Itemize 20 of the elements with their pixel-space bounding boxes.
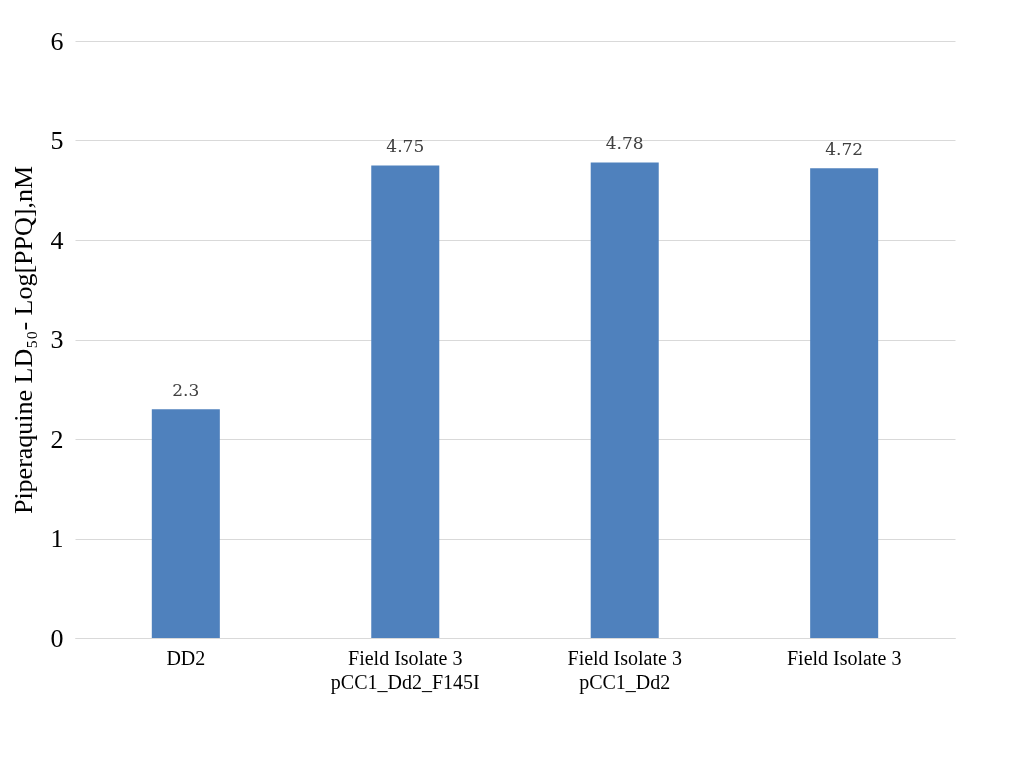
- data-label: 4.78: [605, 133, 644, 154]
- y-tick-label: 2: [50, 424, 64, 454]
- x-tick-label: Field Isolate 3: [786, 646, 902, 669]
- data-label: 2.3: [172, 380, 200, 401]
- bar: [151, 409, 220, 638]
- y-tick-label: 5: [50, 126, 64, 155]
- y-axis-title: Piperaquine LD₅₀- Log[PPQ],nM: [8, 165, 38, 515]
- y-tick-label: 1: [50, 524, 64, 553]
- data-label: 4.72: [825, 139, 864, 160]
- data-label: 4.75: [386, 136, 425, 157]
- y-tick-label: 6: [50, 26, 64, 56]
- x-tick-label: Field Isolate 3 pCC1_Dd2: [567, 646, 682, 694]
- y-tick-label: 3: [50, 325, 64, 354]
- y-tick-label: 0: [50, 623, 64, 653]
- bar: [371, 165, 440, 638]
- bar: [590, 162, 659, 638]
- x-tick-label: DD2: [166, 646, 206, 669]
- bar: [810, 168, 879, 638]
- x-tick-label: Field Isolate 3 pCC1_Dd2_F145I: [330, 646, 480, 694]
- y-tick-label: 4: [50, 225, 64, 255]
